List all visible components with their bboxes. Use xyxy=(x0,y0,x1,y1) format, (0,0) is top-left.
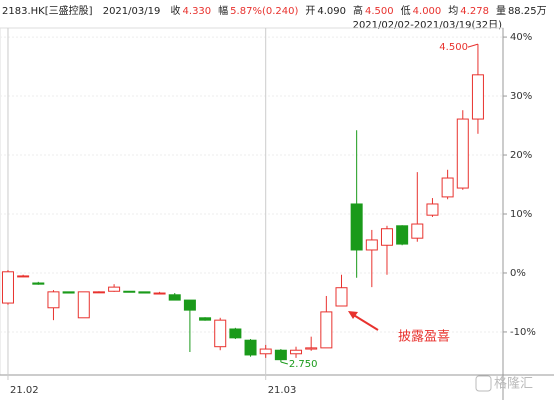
candle-body xyxy=(77,291,90,319)
field-label: 低 xyxy=(400,6,411,17)
y-tick-label: 20% xyxy=(510,150,532,161)
candle-body xyxy=(108,286,121,292)
candle-body xyxy=(441,177,454,198)
field-value: 4.090 xyxy=(317,6,347,17)
label-leader xyxy=(467,43,479,48)
field-label: 收 xyxy=(170,6,181,17)
info-field: 幅 5.87%(0.240) xyxy=(218,6,298,17)
callout: 披露盈喜 xyxy=(398,330,450,345)
x-tick-label: 21.03 xyxy=(268,385,297,396)
candle-body xyxy=(426,203,439,216)
candle-body xyxy=(335,287,348,307)
candle-body xyxy=(350,203,363,251)
field-label: 开 xyxy=(305,6,316,17)
candle-body xyxy=(62,291,75,294)
candle-body xyxy=(199,317,212,321)
x-tick-label: 21.02 xyxy=(10,385,39,396)
field-value: 88.25万 xyxy=(507,6,547,17)
candle-body xyxy=(153,292,166,295)
date-range: 2021/02/02-2021/03/19(32日) xyxy=(352,20,502,31)
field-label: 均 xyxy=(448,6,459,17)
candle-body xyxy=(1,271,14,304)
candle-body xyxy=(214,319,227,348)
field-value: 4.330 xyxy=(182,6,212,17)
candle-body xyxy=(229,328,242,339)
candle-body xyxy=(123,290,136,293)
y-tick-label: 0% xyxy=(510,268,526,279)
candle-body xyxy=(396,225,409,245)
field-label: 量 xyxy=(495,6,506,17)
candle-body xyxy=(244,339,257,356)
high-label: 4.500 xyxy=(439,42,468,53)
stock-code: 2183.HK[三盛控股] xyxy=(2,6,93,17)
field-value: 4.278 xyxy=(460,6,489,17)
candle-body xyxy=(47,291,60,309)
info-field: 开 4.090 xyxy=(305,6,346,17)
y-tick-label: -10% xyxy=(510,327,536,338)
annotations: 4.500 2.750 披露盈喜 xyxy=(280,42,479,370)
info-field: 高 4.500 xyxy=(353,6,394,17)
info-bar: 2183.HK[三盛控股] 2021/03/19 收 4.330 幅 5.87%(0.… xyxy=(2,2,554,17)
field-label: 幅 xyxy=(218,6,229,17)
watermark: 格隆汇 xyxy=(494,376,533,392)
candle-body xyxy=(456,118,469,189)
info-field: 量 88.25万 xyxy=(496,6,547,17)
y-tick-label: 30% xyxy=(510,91,532,102)
candle-body xyxy=(138,291,151,294)
candle-body xyxy=(92,291,105,294)
candle-body xyxy=(305,347,318,350)
info-field: 低 4.000 xyxy=(401,6,442,17)
y-tick-label: 10% xyxy=(510,209,532,220)
field-value: 4.000 xyxy=(412,6,442,17)
info-field: 收 4.330 xyxy=(171,6,212,17)
candle-body xyxy=(411,223,424,239)
candle-body xyxy=(183,299,196,311)
candle-body xyxy=(17,275,30,278)
candle-body xyxy=(471,74,484,120)
date: 2021/03/19 xyxy=(102,6,161,17)
info-field: 均 4.278 xyxy=(448,6,489,17)
field-label: 高 xyxy=(353,6,364,17)
candle-body xyxy=(290,349,303,355)
candle-body xyxy=(380,228,393,246)
candle-body xyxy=(320,311,333,349)
watermark-logo xyxy=(475,375,492,392)
field-value: 5.87%(0.240) xyxy=(230,6,299,17)
candle-body xyxy=(168,294,181,301)
candle-body xyxy=(274,349,287,361)
arrow-head xyxy=(348,311,358,319)
arrow xyxy=(351,313,379,331)
label-leader xyxy=(280,361,288,365)
field-value: 4.500 xyxy=(365,6,394,17)
low-label: 2.750 xyxy=(289,359,318,370)
plot-frame xyxy=(0,27,504,376)
y-tick-label: 40% xyxy=(510,32,532,43)
candle-body xyxy=(365,239,378,251)
candle-body xyxy=(32,282,45,285)
candle-body xyxy=(259,348,272,355)
